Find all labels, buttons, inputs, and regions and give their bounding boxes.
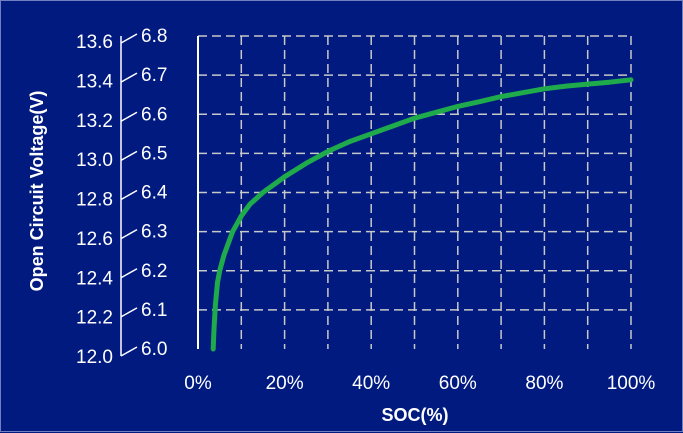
y-tick-label-6v: 6.8 xyxy=(141,26,167,47)
y-tick-label-12v: 13.2 xyxy=(76,111,113,132)
y-tick-label-12v: 13.0 xyxy=(76,150,113,171)
y-tick-connector xyxy=(120,346,138,357)
tick-labels: 12.0 12.2 12.4 12.6 12.8 13.0 13.2 13.4 13.6 6.0 6… xyxy=(76,26,655,394)
y-tick-label-12v: 12.2 xyxy=(76,308,113,329)
y-tick-label-6v: 6.1 xyxy=(141,300,167,321)
y-tick-connector xyxy=(120,268,138,279)
y-tick-label-12v: 12.0 xyxy=(76,347,113,368)
y-tick-label-12v: 13.4 xyxy=(76,71,113,92)
x-tick-label: 60% xyxy=(439,373,477,394)
y-tick-label-6v: 6.4 xyxy=(141,183,168,204)
y-tick-label-12v: 12.6 xyxy=(76,229,113,250)
y-tick-connector xyxy=(120,189,138,201)
y-tick-connector xyxy=(120,150,138,162)
y-tick-label-6v: 6.3 xyxy=(141,222,167,243)
x-tick-label: 40% xyxy=(352,373,390,394)
y-tick-label-12v: 12.4 xyxy=(76,268,113,289)
y-tick-connector xyxy=(120,228,138,240)
y-tick-label-6v: 6.6 xyxy=(141,104,167,125)
grid-lines xyxy=(198,35,632,349)
x-axis-title: SOC(%) xyxy=(382,405,449,425)
axes xyxy=(120,33,199,357)
y-tick-label-6v: 6.2 xyxy=(141,261,167,282)
y-tick-label-6v: 6.7 xyxy=(141,65,167,86)
x-tick-label: 100% xyxy=(607,373,656,394)
x-tick-label: 20% xyxy=(266,373,304,394)
y-tick-connector xyxy=(120,111,138,122)
y-tick-label-12v: 12.8 xyxy=(76,190,113,211)
series xyxy=(210,77,634,352)
x-tick-label: 80% xyxy=(525,373,563,394)
y-tick-label-6v: 6.5 xyxy=(141,143,167,164)
y-tick-label-12v: 13.6 xyxy=(76,32,113,53)
y-tick-connector xyxy=(120,307,138,318)
x-tick-label: 0% xyxy=(184,373,212,394)
y-axis-title: Open Circuit Voltage(V) xyxy=(27,91,47,292)
y-tick-connector xyxy=(120,72,138,83)
y-tick-connector xyxy=(120,33,138,44)
y-tick-label-6v: 6.0 xyxy=(141,339,167,360)
ocv-series-line xyxy=(210,77,634,352)
